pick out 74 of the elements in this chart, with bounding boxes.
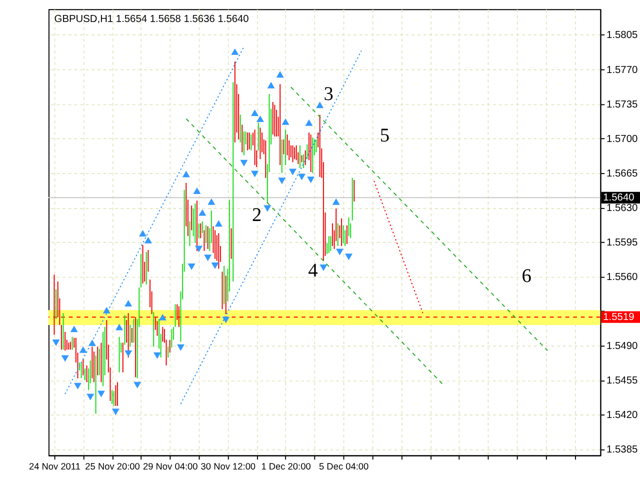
point (240, 160, 248, 166)
x-tick-label: 24 Nov 2011 (28, 461, 80, 472)
point (176, 344, 184, 351)
point (345, 254, 353, 260)
point (195, 246, 203, 252)
point (102, 306, 110, 314)
y-tick-label: 1.5805 (606, 30, 638, 42)
point (182, 170, 190, 178)
point (307, 176, 315, 184)
y-tick-label: 1.5665 (606, 168, 638, 180)
x-tick-label: 5 Dec 04:00 (319, 461, 369, 472)
y-tick-label: 1.5385 (606, 444, 638, 456)
point (336, 248, 344, 256)
point (61, 355, 69, 362)
point (97, 390, 105, 398)
point (139, 230, 147, 236)
point (79, 346, 87, 353)
annotation: 3 (324, 84, 334, 105)
point (204, 254, 212, 262)
point (211, 262, 219, 270)
y-tick-label: 1.5735 (606, 99, 638, 110)
point (74, 382, 82, 390)
point (116, 324, 124, 330)
y-tick-label: 1.5595 (606, 237, 638, 248)
point (134, 382, 142, 388)
point (52, 339, 60, 346)
y-tick-label: 1.5455 (606, 376, 638, 387)
ref-line-label: 1.5640 (603, 192, 635, 204)
annotation: 5 (380, 126, 390, 147)
point (153, 352, 161, 359)
annotation: 4 (308, 260, 318, 282)
point (305, 119, 313, 126)
x-tick-label: 29 Nov 04:00 (142, 461, 198, 472)
point (288, 168, 296, 176)
x-tick-label: 25 Nov 20:00 (85, 461, 140, 472)
annotation: 2 (252, 205, 262, 226)
point (298, 174, 306, 180)
x-tick-label: 30 Nov 12:00 (200, 461, 256, 472)
point (282, 118, 290, 125)
point (316, 102, 324, 108)
y-tick-label: 1.5420 (606, 410, 638, 422)
point (198, 209, 206, 216)
ref-line-label: 1.5519 (603, 312, 635, 323)
point (214, 220, 222, 227)
point (276, 71, 284, 78)
point (267, 82, 275, 88)
point (88, 339, 96, 346)
y-tick-label: 1.5630 (606, 202, 638, 214)
point (278, 178, 286, 184)
y-tick-label: 1.5770 (606, 64, 638, 76)
point (332, 198, 340, 205)
y-tick-label: 1.5490 (606, 341, 638, 352)
x-tick-label: 1 Dec 20:00 (261, 461, 311, 472)
point (231, 48, 239, 55)
annotation: 6 (522, 266, 532, 288)
point (124, 350, 132, 357)
point (222, 316, 230, 324)
point (112, 408, 120, 416)
point (208, 198, 216, 205)
point (70, 326, 78, 332)
text: GBPUSD,H1 1.5654 1.5658 1.5636 1.5640 (54, 14, 250, 25)
y-tick-label: 1.5700 (606, 134, 638, 145)
point (144, 236, 152, 244)
point (193, 188, 201, 194)
point (251, 170, 259, 178)
point (256, 115, 264, 122)
point (251, 110, 259, 116)
point (86, 394, 94, 400)
point (320, 264, 328, 271)
point (188, 264, 196, 270)
y-tick-label: 1.5560 (606, 272, 638, 284)
point (264, 205, 272, 212)
point (158, 314, 166, 320)
point (124, 300, 132, 307)
